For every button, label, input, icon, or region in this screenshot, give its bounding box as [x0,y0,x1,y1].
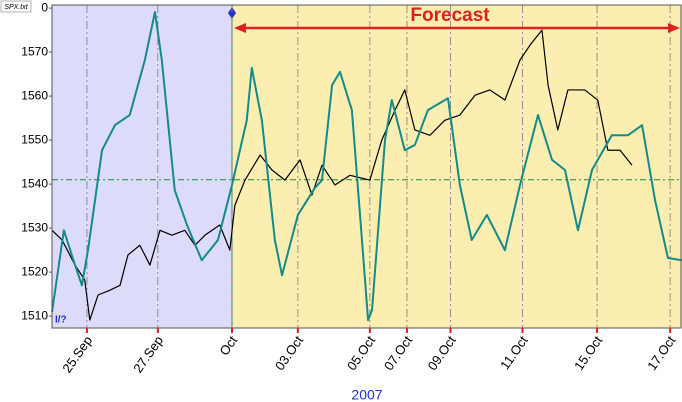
series-line [51,29,633,321]
x-tick-label: 09.Oct [425,333,459,373]
series-line [51,11,682,322]
y-tick-label: 0 [41,0,48,14]
y-tick-label: 1510 [21,308,48,322]
source-box [0,0,32,13]
arrow-head [668,23,680,33]
x-tick-label: 11.Oct [497,333,531,373]
annotation: Forecast [410,5,490,26]
x-tick-label: 07.Oct [381,333,415,373]
y-tick-label: 1570 [21,44,48,58]
x-tick-label: Oct [216,333,240,358]
y-tick-label: 1560 [21,88,48,102]
x-axis-label: 2007 [351,387,382,402]
source-label: SPX.txt [4,4,28,11]
x-tick-label: 27.Sep [130,333,166,375]
y-tick-label: 1530 [21,220,48,234]
plot-frame [51,4,682,329]
x-tick-label: 05.Oct [344,333,378,373]
x-tick-label: 25.Sep [59,333,95,375]
x-tick-label: 03.Oct [272,333,306,373]
arrow-head [234,23,246,33]
y-tick-label: 1550 [21,132,48,146]
x-tick-label: 15.Oct [571,333,605,373]
corner-label: I/? [55,315,67,326]
x-tick-label: 17.Oct [644,333,678,373]
history-region [52,5,232,328]
y-tick-label: 1540 [21,176,48,190]
y-tick-label: 1520 [21,264,48,278]
